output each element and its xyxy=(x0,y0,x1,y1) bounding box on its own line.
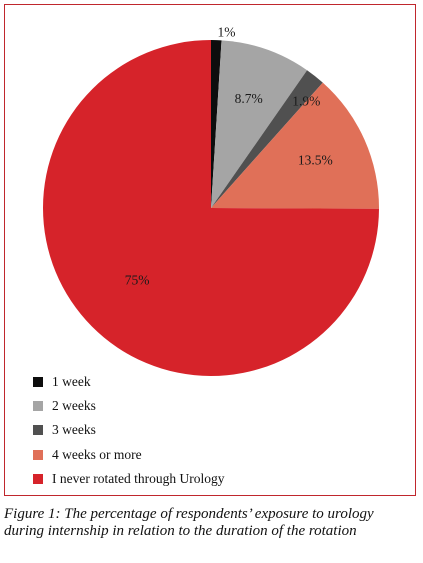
legend-swatch xyxy=(33,377,43,388)
figure-caption: Figure 1: The percentage of respondents’… xyxy=(4,506,374,539)
pie-slice-1-week xyxy=(211,40,222,208)
pie-slice-4-weeks-or-more xyxy=(211,82,379,209)
legend-label: 4 weeks or more xyxy=(52,446,142,462)
legend-label: 1 week xyxy=(52,374,91,390)
legend-item-3-weeks: 3 weeks xyxy=(33,418,224,442)
legend-swatch xyxy=(33,473,43,484)
legend-swatch xyxy=(33,449,43,460)
figure-frame xyxy=(4,4,416,496)
legend-swatch xyxy=(33,401,43,412)
slice-value-label: 1.9% xyxy=(292,94,320,109)
pie-chart: 1% 8.7% 1.9% 13.5% 75% xyxy=(43,24,379,376)
legend-swatch xyxy=(33,425,43,436)
slice-value-label: 8.7% xyxy=(235,91,263,106)
slice-value-label: 13.5% xyxy=(298,153,333,168)
slice-value-label: 75% xyxy=(125,273,150,288)
pie-slice-2-weeks xyxy=(211,40,308,209)
slice-value-label: 1% xyxy=(217,24,235,39)
legend-label: 2 weeks xyxy=(52,398,96,414)
legend: 1 week 2 weeks 3 weeks 4 weeks or more I… xyxy=(33,370,224,491)
legend-item-1-week: 1 week xyxy=(33,370,224,394)
legend-item-2-weeks: 2 weeks xyxy=(33,394,224,418)
legend-label: I never rotated through Urology xyxy=(52,470,225,486)
legend-item-4-weeks-or-more: 4 weeks or more xyxy=(33,443,224,467)
legend-item-never-rotated: I never rotated through Urology xyxy=(33,467,224,491)
pie-slice-3-weeks xyxy=(211,70,323,208)
legend-label: 3 weeks xyxy=(52,422,96,438)
pie-slice-i-never-rotated-through-urology xyxy=(43,40,379,376)
